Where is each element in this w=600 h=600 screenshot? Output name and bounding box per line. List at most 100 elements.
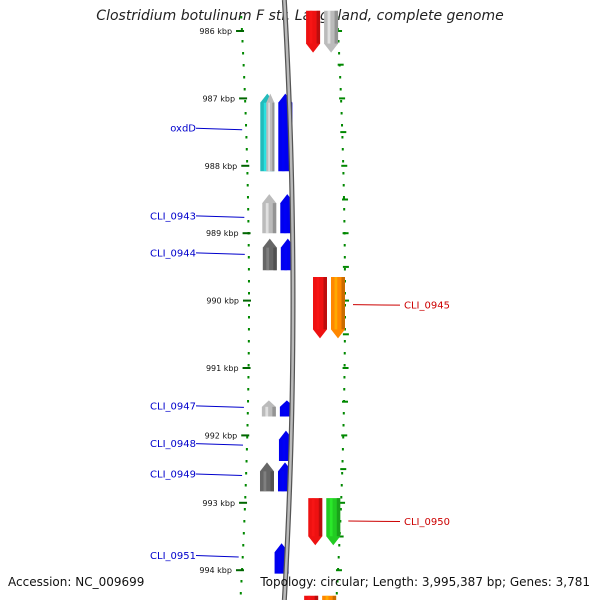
gene-label: CLI_0950 [348,517,450,528]
ruler-mark: 992 kbp [205,431,250,440]
gene-label: CLI_0943 [150,211,245,222]
gene-highlight [284,247,288,271]
leader-line [195,473,243,476]
gene-highlight [325,595,329,600]
gene-label-text: CLI_0948 [150,439,196,450]
gene-highlight [278,552,281,574]
gene-feature [322,595,337,600]
accession-text: Accession: NC_009699 [8,575,145,589]
gene-shadow [272,203,277,234]
gene-feature [330,277,345,339]
leader-line [195,252,245,255]
gene-shadow [336,498,341,537]
gene-highlight [281,102,285,172]
gene-shadow [314,595,319,600]
summary-text: Topology: circular; Length: 3,995,387 bp… [260,575,590,589]
gene-highlight [265,203,269,234]
feature-layer [259,10,345,600]
gene-label-text: CLI_0947 [150,401,196,412]
ruler-layer: 986 kbp 987 kbp 988 kbp 989 kbp 990 kbp 991 k… [199,27,251,575]
leader-line [348,520,401,522]
gene-shadow [341,277,345,330]
ruler-mark: 988 kbp [205,162,250,171]
gene-label-text: CLI_0951 [150,551,196,562]
gene-label-text: CLI_0945 [404,301,450,312]
gene-shadow [318,498,323,537]
gene-feature [308,498,323,546]
gene-highlight [283,203,287,234]
ruler-label: 987 kbp [202,94,235,103]
gene-highlight [266,247,270,271]
ruler-mark: 994 kbp [199,566,244,575]
gene-highlight [282,439,286,462]
gene-label: CLI_0947 [150,401,244,412]
gene-highlight [263,102,267,172]
gene-shadow [323,277,327,330]
gene-feature [262,194,277,234]
leader-line [195,405,244,408]
label-layer: oxdD CLI_0943 CLI_0944 CLI_0945 CLI_0947 CLI_… [150,124,450,562]
gene-label: CLI_0951 [150,551,239,562]
gene-label-text: oxdD [170,124,196,135]
gene-highlight [311,498,315,537]
gene-highlight [307,595,311,600]
gene-label-text: CLI_0949 [150,469,196,480]
ruler-label: 992 kbp [205,431,238,440]
map-title: Clostridium botulinum F str. Langeland, … [96,8,504,24]
ruler-label: 991 kbp [206,364,239,373]
gene-feature [262,238,277,271]
gene-label-text: CLI_0950 [404,517,450,528]
gene-shadow [270,471,274,492]
gene-label: CLI_0945 [352,301,450,312]
gene-highlight [283,406,287,417]
gene-label-text: CLI_0943 [150,211,196,222]
gene-shadow [273,247,277,271]
gene-shadow [272,102,275,172]
leader-line [195,127,243,131]
leader-line [195,443,244,446]
gene-highlight [265,406,269,417]
gene-highlight [329,498,333,537]
backbone-line [283,0,295,600]
gene-highlight [268,102,270,172]
ruler-mark: 990 kbp [206,297,251,306]
ruler-mark: 986 kbp [199,27,245,36]
gene-label: CLI_0944 [150,248,245,259]
gene-highlight [281,471,285,492]
ruler-label: 986 kbp [199,27,232,36]
gene-label: CLI_0948 [150,439,244,450]
gene-feature [324,10,339,53]
gene-highlight [327,10,331,44]
ruler-label: 990 kbp [206,297,239,306]
gene-label: oxdD [170,124,243,135]
ruler-label: 988 kbp [205,162,238,171]
ruler-mark: 993 kbp [202,499,248,508]
gene-feature [312,277,327,339]
ruler-label: 993 kbp [202,499,235,508]
gene-shadow [334,10,339,44]
gene-highlight [334,277,338,330]
gene-highlight [263,471,267,492]
gene-shadow [316,10,321,44]
ruler-label: 994 kbp [199,566,232,575]
gene-highlight [316,277,320,330]
leader-line [195,215,245,218]
ruler-mark: 987 kbp [202,94,248,103]
leader-line [352,304,401,306]
backbone-layer [281,0,296,600]
gene-highlight [309,10,313,44]
gene-label-text: CLI_0944 [150,248,196,259]
ruler-mark: 991 kbp [206,364,251,373]
leader-line [195,555,239,558]
ruler-label: 989 kbp [206,229,239,238]
gene-shadow [332,595,337,600]
gene-feature [306,10,321,53]
gene-feature [261,400,276,417]
gene-feature [326,498,341,546]
gene-feature [259,462,274,492]
gene-feature [266,93,275,172]
gene-label: CLI_0949 [150,469,243,480]
ruler-mark: 989 kbp [206,229,251,238]
gene-feature [304,595,319,600]
